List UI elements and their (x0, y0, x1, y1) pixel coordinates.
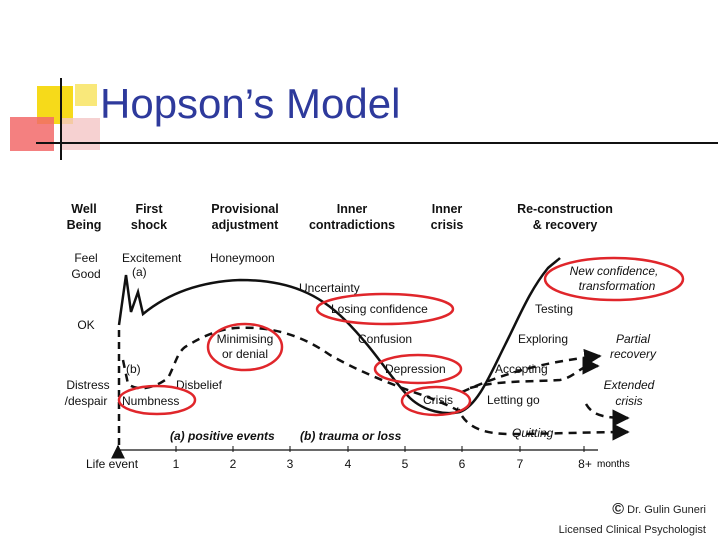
slide-title: Hopson’s Model (100, 80, 401, 127)
stage-accepting: Accepting (495, 362, 548, 376)
header-provisional-line2: adjustment (212, 218, 280, 232)
stage-numbness: Numbness (122, 394, 179, 408)
stage-crisis: Crisis (423, 393, 453, 407)
stage-testing: Testing (535, 302, 573, 316)
y-labels: Feel Good OK Distress /despair (65, 251, 110, 408)
stage-quitting: Quitting (512, 426, 554, 440)
header-reconstruction-line2: & recovery (533, 218, 598, 232)
label-distress: Distress (66, 378, 109, 392)
stage-honeymoon: Honeymoon (210, 251, 275, 265)
header-well-being-line1: Well (71, 202, 96, 216)
x-tick-1: 1 (173, 457, 180, 471)
header-first-shock-line1: First (135, 202, 163, 216)
deco-red-square (10, 117, 54, 151)
highlight-numbness (117, 384, 197, 416)
phase-headers: Well Being First shock Provisional adjus… (67, 202, 613, 232)
stage-extended-crisis-line2: crisis (615, 394, 642, 408)
stage-minimising-line1: Minimising (217, 332, 274, 346)
highlight-ellipses (117, 256, 685, 417)
highlight-crisis (400, 385, 472, 417)
header-first-shock-line2: shock (131, 218, 167, 232)
footer-author-line: © Dr. Gulin Guneri (559, 500, 706, 520)
stage-new-confidence-line2: transformation (579, 279, 656, 293)
marker-b: (b) (126, 362, 141, 376)
stage-depression: Depression (385, 362, 446, 376)
stage-excitement: Excitement (122, 251, 182, 265)
stage-new-confidence-line1: New confidence, (570, 264, 659, 278)
deco-horizontal-line (36, 142, 718, 144)
x-tick-8plus: 8+ (578, 457, 592, 471)
copyright-symbol: © (612, 501, 625, 519)
header-provisional-line1: Provisional (211, 202, 278, 216)
stage-minimising-line2: or denial (222, 347, 268, 361)
footer-author: Dr. Gulin Guneri (627, 504, 706, 516)
label-good: Good (71, 267, 100, 281)
stage-partial-recovery-line1: Partial (616, 332, 650, 346)
stage-losing-confidence: Losing confidence (331, 302, 428, 316)
curve-b-trauma-or-loss (121, 326, 458, 412)
stage-uncertainty: Uncertainty (299, 281, 360, 295)
label-feel: Feel (74, 251, 97, 265)
header-inner-contradictions-line2: contradictions (309, 218, 395, 232)
header-reconstruction-line1: Re-construction (517, 202, 613, 216)
stage-disbelief: Disbelief (176, 378, 223, 392)
highlight-new-confidence (543, 256, 685, 302)
stage-confusion: Confusion (358, 332, 412, 346)
x-tick-4: 4 (345, 457, 352, 471)
deco-yellow-square-small (75, 84, 97, 106)
marker-a: (a) (132, 265, 147, 279)
highlight-minimising (206, 322, 284, 372)
x-tick-2: 2 (230, 457, 237, 471)
branch-extended-lower (584, 403, 630, 427)
branch-extended-crisis (469, 357, 600, 390)
curve-a-positive-events (117, 257, 561, 415)
legend-positive-events: (a) positive events (170, 429, 275, 443)
stage-exploring: Exploring (518, 332, 568, 346)
stage-partial-recovery-line2: recovery (610, 347, 657, 361)
stage-extended-crisis-line1: Extended (604, 378, 655, 392)
header-inner-crisis-line1: Inner (432, 202, 463, 216)
header-well-being-line2: Being (67, 218, 102, 232)
header-inner-contradictions-line1: Inner (337, 202, 368, 216)
legend-trauma-or-loss: (b) trauma or loss (300, 429, 402, 443)
label-ok: OK (77, 318, 94, 332)
x-tick-5: 5 (402, 457, 409, 471)
label-despair: /despair (65, 394, 108, 408)
deco-pink-square (60, 118, 100, 150)
branch-quitting (460, 415, 630, 441)
x-ticks (175, 446, 585, 452)
x-unit-months: months (597, 459, 630, 470)
highlight-losing-confidence (315, 292, 455, 326)
x-start-label: Life event (86, 457, 139, 471)
footer-role: Licensed Clinical Psychologist (558, 524, 706, 537)
header-inner-crisis-line2: crisis (431, 218, 464, 232)
x-tick-3: 3 (287, 457, 294, 471)
footer-credit: © Dr. Gulin Guneri Licensed Clinical Psy… (559, 500, 706, 540)
highlight-depression (373, 353, 463, 385)
stage-letting-go: Letting go (487, 393, 540, 407)
deco-vertical-line (60, 78, 62, 160)
x-tick-7: 7 (517, 457, 524, 471)
x-tick-6: 6 (459, 457, 466, 471)
